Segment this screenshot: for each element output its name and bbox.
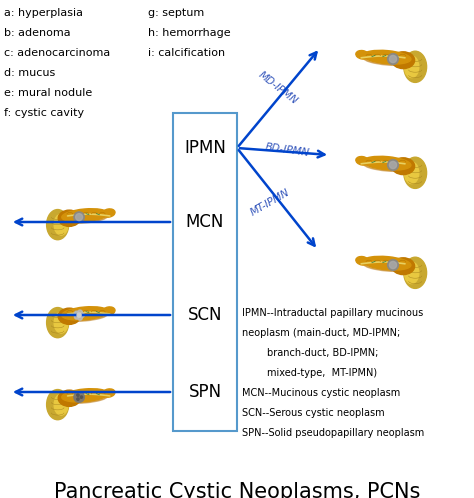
Ellipse shape [404, 56, 419, 78]
Ellipse shape [54, 312, 68, 333]
Text: MD-IPMN: MD-IPMN [256, 70, 300, 107]
Text: neoplasm (main-duct, MD-IPMN;: neoplasm (main-duct, MD-IPMN; [242, 328, 400, 338]
Ellipse shape [62, 389, 108, 402]
Text: Pancreatic Cystic Neoplasms, PCNs: Pancreatic Cystic Neoplasms, PCNs [54, 482, 420, 498]
Text: MCN--Mucinous cystic neoplasm: MCN--Mucinous cystic neoplasm [242, 388, 400, 398]
Circle shape [388, 54, 399, 64]
Ellipse shape [356, 156, 369, 165]
Text: mixed-type,  MT-IPMN): mixed-type, MT-IPMN) [242, 368, 377, 378]
Circle shape [390, 161, 397, 169]
Ellipse shape [63, 393, 108, 403]
Text: a: hyperplasia: a: hyperplasia [4, 8, 83, 18]
Ellipse shape [63, 311, 108, 321]
Circle shape [80, 396, 82, 398]
Text: SPN: SPN [189, 383, 221, 401]
Circle shape [74, 314, 79, 319]
Bar [173, 113, 237, 431]
Text: h: hemorrhage: h: hemorrhage [148, 28, 231, 38]
Circle shape [76, 214, 82, 221]
Ellipse shape [404, 162, 419, 184]
Circle shape [390, 261, 397, 268]
Ellipse shape [363, 156, 411, 170]
Ellipse shape [356, 50, 369, 59]
Ellipse shape [392, 52, 415, 69]
Text: e: mural nodule: e: mural nodule [4, 88, 92, 98]
Text: branch-duct, BD-IPMN;: branch-duct, BD-IPMN; [242, 348, 378, 358]
Ellipse shape [392, 258, 415, 274]
Ellipse shape [364, 55, 410, 65]
Circle shape [78, 316, 82, 320]
Ellipse shape [54, 394, 68, 415]
Ellipse shape [58, 390, 80, 406]
Text: d: mucus: d: mucus [4, 68, 55, 78]
Ellipse shape [54, 214, 68, 235]
Circle shape [388, 159, 399, 170]
Text: MCN: MCN [186, 213, 224, 231]
Text: SPN--Solid pseudopapillary neoplasm: SPN--Solid pseudopapillary neoplasm [242, 428, 424, 438]
Ellipse shape [62, 209, 108, 222]
Circle shape [74, 212, 84, 222]
Text: i: calcification: i: calcification [148, 48, 225, 58]
Ellipse shape [364, 161, 410, 171]
Text: SCN--Serous cystic neoplasm: SCN--Serous cystic neoplasm [242, 408, 384, 418]
Ellipse shape [102, 389, 115, 397]
Ellipse shape [58, 308, 80, 324]
Circle shape [74, 311, 79, 316]
Ellipse shape [404, 51, 427, 82]
Ellipse shape [46, 308, 69, 338]
Ellipse shape [363, 256, 411, 270]
Ellipse shape [58, 210, 80, 227]
Text: IPMN: IPMN [184, 139, 226, 157]
Ellipse shape [364, 261, 410, 271]
Ellipse shape [102, 307, 115, 315]
Text: g: septum: g: septum [148, 8, 204, 18]
Text: IPMN--Intraductal papillary mucinous: IPMN--Intraductal papillary mucinous [242, 308, 423, 318]
Text: b: adenoma: b: adenoma [4, 28, 71, 38]
Ellipse shape [62, 307, 108, 320]
Text: f: cystic cavity: f: cystic cavity [4, 108, 84, 118]
Ellipse shape [404, 157, 427, 188]
Circle shape [77, 313, 81, 317]
Ellipse shape [404, 257, 427, 288]
Ellipse shape [404, 262, 419, 283]
Ellipse shape [46, 210, 69, 240]
Circle shape [388, 259, 399, 270]
Text: BD-IPMN: BD-IPMN [264, 142, 310, 158]
Ellipse shape [392, 158, 415, 175]
Ellipse shape [363, 50, 411, 64]
Ellipse shape [102, 209, 115, 217]
Text: SCN: SCN [188, 306, 222, 324]
Circle shape [74, 392, 84, 402]
Circle shape [77, 394, 79, 396]
Ellipse shape [63, 213, 108, 223]
Circle shape [78, 310, 82, 315]
Text: MT-IPMN: MT-IPMN [248, 187, 292, 217]
Circle shape [390, 55, 397, 63]
Text: c: adenocarcinoma: c: adenocarcinoma [4, 48, 110, 58]
Circle shape [77, 398, 79, 400]
Ellipse shape [46, 389, 69, 420]
Circle shape [80, 313, 84, 317]
Ellipse shape [356, 256, 369, 265]
